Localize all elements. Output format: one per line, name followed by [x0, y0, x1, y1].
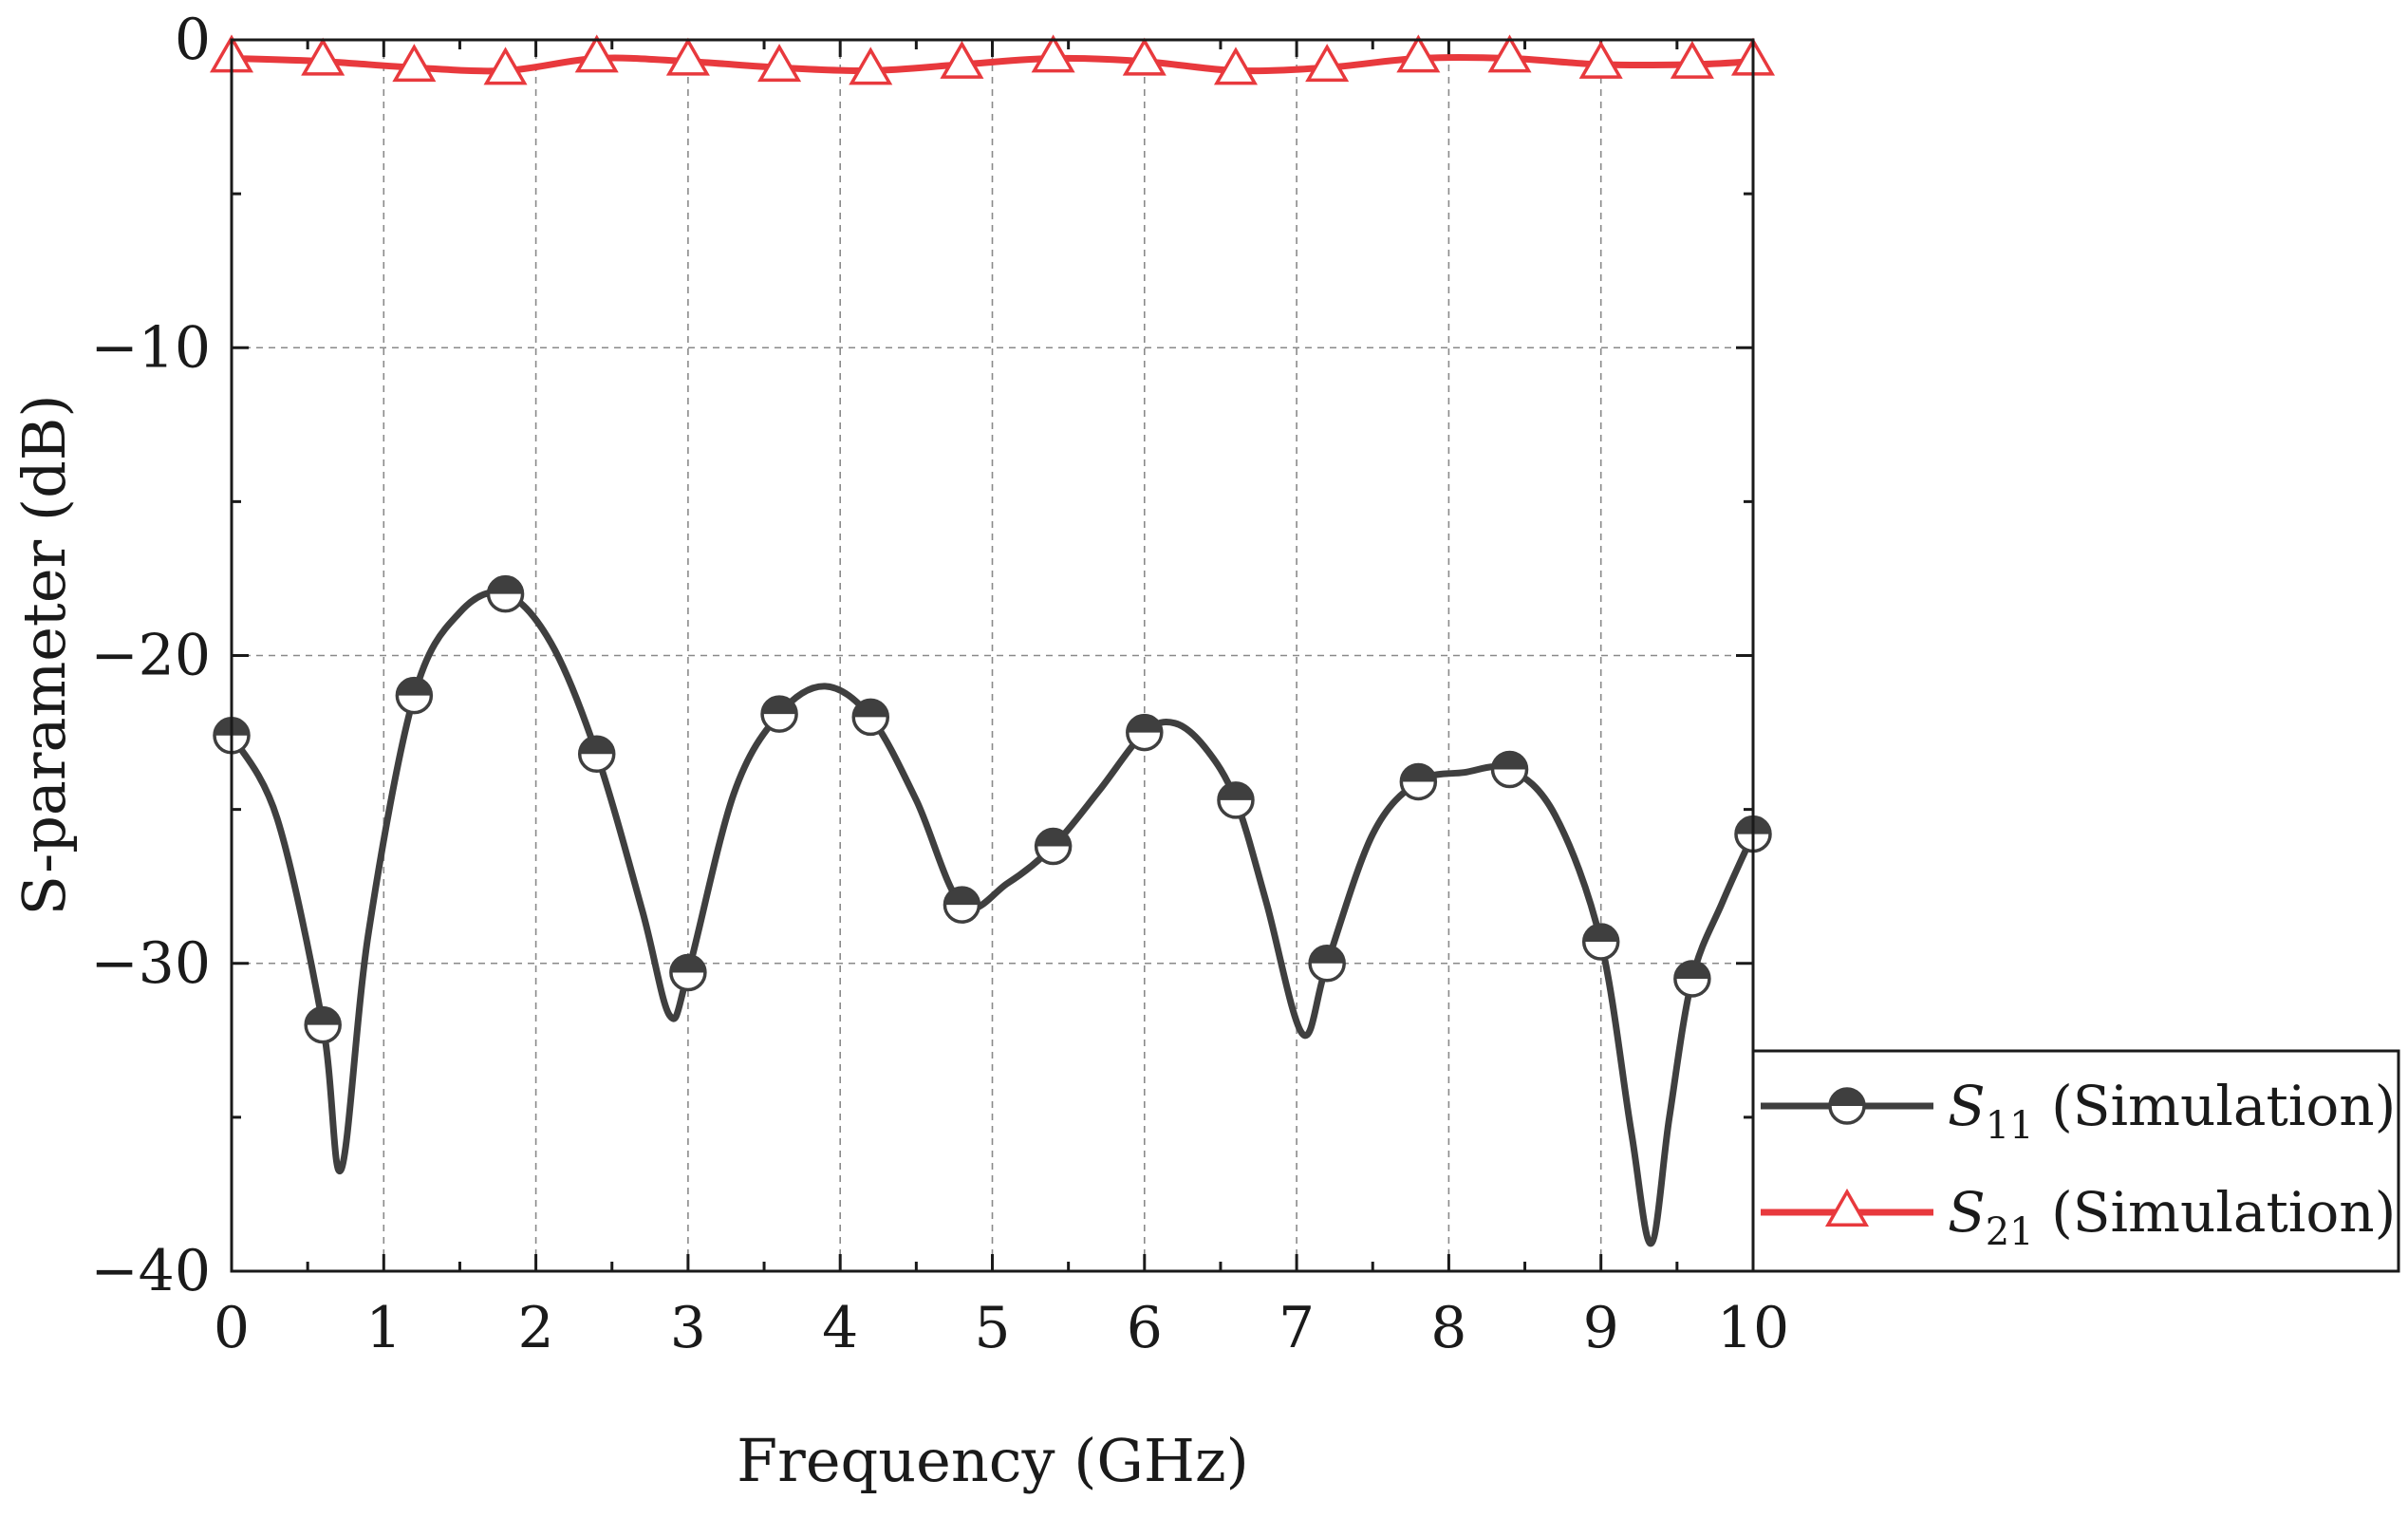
marker-s21-point [849, 47, 893, 85]
marker-s11-point [1490, 750, 1529, 789]
grid-lines [232, 40, 1753, 1271]
marker-s11-point [1673, 960, 1711, 998]
marker-s21-point [392, 44, 437, 83]
x-tick-label: 0 [214, 1295, 250, 1361]
marker-s11-point [760, 695, 798, 733]
x-tick-labels: 0 1 2 3 4 5 6 7 8 9 10 [214, 1295, 1789, 1361]
marker-s11-point-fill [488, 576, 523, 594]
marker-s11-point-fill [1218, 782, 1253, 800]
x-tick-label: 6 [1127, 1295, 1163, 1361]
x-tick-label: 9 [1583, 1295, 1619, 1361]
marker-s11-point-fill [1036, 829, 1071, 847]
marker-s21-point [1578, 40, 1623, 79]
y-tick-label: −20 [90, 623, 211, 689]
marker-s21-point [1122, 37, 1167, 76]
x-tick-label: 3 [670, 1295, 706, 1361]
marker-s21-point [301, 37, 345, 76]
marker-s11-point-fill [397, 678, 432, 696]
legend-label-s11: S11 (Simulation) [1948, 1074, 2396, 1148]
x-axis-label: Frequency (GHz) [737, 1426, 1249, 1495]
marker-s11-point [395, 676, 434, 715]
x-tick-label: 4 [822, 1295, 858, 1361]
legend-marker-s11 [1828, 1087, 1866, 1125]
marker-s11-point-fill [944, 888, 980, 906]
legend-suffix: (Simulation) [2034, 1180, 2397, 1245]
marker-s11-point-fill [1310, 946, 1345, 964]
legend-suffix: (Simulation) [2034, 1074, 2397, 1138]
marker-s11-point [577, 735, 616, 774]
marker-s11-point [1126, 713, 1164, 752]
marker-s21-point [1487, 34, 1532, 73]
marker-s11-point [1308, 945, 1346, 983]
marker-s21-point [1031, 34, 1075, 73]
x-tick-label: 2 [518, 1295, 554, 1361]
legend-symbol: S [1948, 1180, 1986, 1245]
plot-frame [230, 38, 1755, 1273]
marker-s21-point [1670, 40, 1714, 79]
marker-s11-point-fill [1401, 764, 1436, 782]
marker-s21-point [665, 37, 710, 76]
y-tick-label: −10 [90, 314, 211, 381]
legend-symbol: S [1948, 1074, 1986, 1138]
marker-s11-point-fill [579, 737, 614, 755]
marker-s11-point [851, 698, 890, 737]
marker-s11-point-fill [762, 697, 797, 715]
marker-s11-point-fill [853, 700, 888, 718]
y-tick-label: −30 [90, 930, 211, 997]
marker-s21-point [1396, 34, 1441, 73]
series-line-s11 [232, 589, 1753, 1247]
marker-s11-point-fill [1674, 961, 1709, 979]
x-tick-label: 7 [1279, 1295, 1315, 1361]
marker-s11-point [669, 953, 707, 992]
marker-s11-point [1034, 827, 1073, 866]
y-tick-label: −40 [90, 1238, 211, 1304]
marker-s11-point-fill [1583, 925, 1618, 943]
marker-s21-point [940, 40, 984, 79]
x-tick-label: 10 [1717, 1295, 1789, 1361]
marker-s11-point-fill [1492, 752, 1527, 770]
legend-box [1751, 1049, 2400, 1273]
marker-layer [209, 34, 1776, 1044]
marker-s11-point-fill [306, 1007, 341, 1025]
marker-s11-point [1399, 762, 1438, 801]
x-tick-label: 5 [974, 1295, 1010, 1361]
marker-s21-point [574, 34, 619, 73]
legend-marker-s21 [1824, 1188, 1870, 1227]
y-tick-labels: 0 −10 −20 −30 −40 [90, 7, 211, 1304]
marker-s21-point [1305, 44, 1350, 83]
legend: S11 (Simulation)S21 (Simulation) [1751, 1049, 2400, 1273]
x-tick-label: 1 [365, 1295, 401, 1361]
marker-s21-point [757, 44, 802, 83]
marker-s11-point [1217, 781, 1255, 819]
legend-marker-s11-fill [1830, 1089, 1864, 1106]
marker-s11-point [486, 574, 525, 613]
marker-s21-point [1213, 47, 1259, 85]
legend-subscript: 21 [1986, 1210, 2034, 1254]
y-axis-label: S-parameter (dB) [9, 394, 79, 915]
legend-label-s21: S21 (Simulation) [1948, 1180, 2396, 1254]
marker-s11-point [304, 1005, 342, 1044]
legend-subscript: 11 [1986, 1104, 2034, 1148]
marker-s21-point [483, 47, 528, 85]
y-tick-label: 0 [175, 7, 211, 73]
marker-s11-point-fill [1127, 715, 1162, 733]
marker-s11-point [1581, 923, 1620, 961]
marker-s11-point [943, 886, 981, 924]
x-tick-label: 8 [1430, 1295, 1466, 1361]
marker-s11-point-fill [670, 955, 705, 973]
